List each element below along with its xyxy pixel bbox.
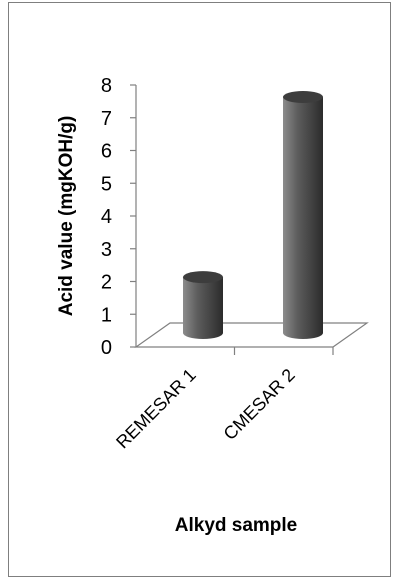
bar: [183, 271, 223, 339]
y-tick-label: 3: [101, 239, 112, 261]
y-tick-label: 4: [101, 206, 112, 228]
x-axis-title: Alkyd sample: [175, 515, 298, 536]
bar: [283, 91, 323, 339]
y-tick-label: 6: [101, 141, 112, 163]
x-category-label: REMESAR 1: [112, 365, 200, 453]
y-axis-title: Acid value (mgKOH/g): [56, 116, 77, 317]
y-tick-label: 2: [101, 272, 112, 294]
y-tick-label: 7: [101, 108, 112, 130]
chart-floor: [134, 322, 369, 355]
y-tick-label: 8: [101, 75, 112, 97]
y-tick-labels: 0 1 2 3 4 5 6 7 8: [101, 75, 112, 359]
floor-plane: [134, 322, 369, 348]
bar-top: [183, 271, 223, 284]
x-category-label: CMESAR 2: [220, 365, 299, 444]
y-tick-label: 0: [101, 337, 112, 359]
y-tick-label: 1: [101, 304, 112, 326]
x-category-labels: REMESAR 1 CMESAR 2: [112, 365, 299, 453]
y-tick-label: 5: [101, 173, 112, 195]
bar-body: [183, 277, 223, 339]
bar-body: [283, 97, 323, 339]
bar-top: [283, 91, 323, 103]
y-axis: [130, 84, 137, 348]
chart-frame: [8, 2, 391, 577]
bars: [183, 91, 323, 339]
